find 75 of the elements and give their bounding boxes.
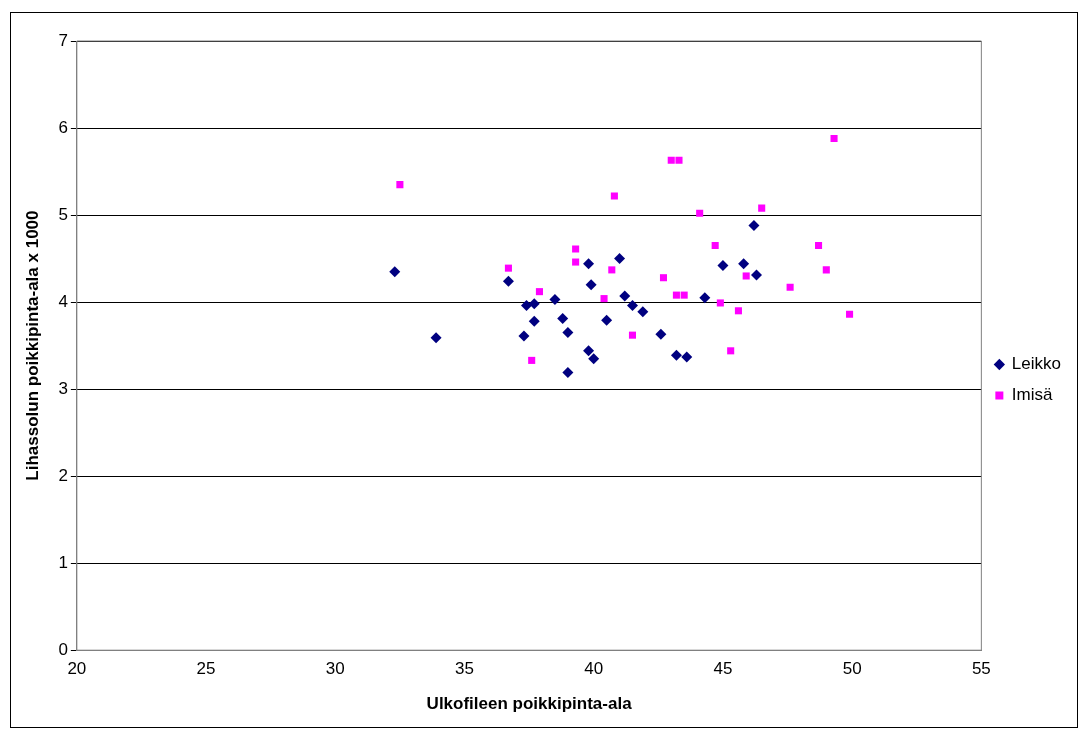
- point: [742, 272, 750, 280]
- point: [562, 327, 574, 339]
- y-tick-label: 2: [58, 465, 68, 485]
- point: [396, 181, 404, 189]
- x-tick-label: 20: [67, 659, 87, 679]
- x-tick-label: 50: [842, 659, 862, 679]
- point: [717, 260, 729, 272]
- point: [681, 351, 693, 363]
- y-tick-label: 0: [58, 639, 68, 659]
- point: [716, 299, 724, 307]
- point: [655, 328, 667, 340]
- point: [588, 353, 600, 365]
- point: [430, 332, 442, 344]
- point: [608, 266, 616, 274]
- y-tick-label: 3: [58, 378, 68, 398]
- x-tick-label: 40: [584, 659, 604, 679]
- point: [670, 349, 682, 361]
- point: [727, 347, 735, 355]
- point: [518, 330, 530, 342]
- point: [557, 313, 569, 325]
- x-tick-label: 30: [325, 659, 345, 679]
- point: [748, 220, 760, 231]
- point: [389, 266, 401, 278]
- y-tick-label: 5: [58, 204, 68, 224]
- point: [504, 264, 512, 272]
- point: [667, 156, 675, 164]
- point: [680, 291, 688, 299]
- point: [626, 300, 638, 312]
- point: [549, 293, 561, 305]
- point: [619, 290, 631, 302]
- x-tick-label: 25: [196, 659, 216, 679]
- y-tick-label: 1: [58, 552, 68, 572]
- point: [583, 258, 595, 270]
- point: [675, 156, 683, 164]
- point: [637, 306, 649, 318]
- point: [751, 269, 763, 281]
- point: [614, 253, 626, 265]
- x-tick-label: 55: [971, 659, 991, 679]
- point: [528, 298, 540, 310]
- point: [601, 314, 613, 326]
- point: [610, 192, 618, 200]
- x-tick-label: 35: [455, 659, 474, 679]
- point: [562, 367, 574, 379]
- point: [600, 295, 608, 303]
- point: [738, 258, 750, 270]
- point: [528, 356, 536, 364]
- point: [535, 288, 543, 296]
- point: [502, 275, 514, 287]
- point: [699, 292, 711, 304]
- y-axis-title: Lihassolun poikkipinta-ala x 1000: [22, 210, 42, 481]
- point: [585, 279, 597, 291]
- point: [628, 331, 637, 339]
- point: [815, 241, 823, 250]
- point: [846, 310, 854, 318]
- point: [528, 315, 540, 327]
- point: [672, 291, 680, 299]
- point: [758, 204, 766, 212]
- x-tick-label: 45: [713, 659, 733, 679]
- legend-label: Imisä: [1011, 385, 1054, 405]
- point: [830, 134, 838, 143]
- x-axis-title: Ulkofileen poikkipinta-ala: [426, 694, 633, 714]
- point: [696, 209, 704, 217]
- point: [521, 300, 533, 312]
- y-tick-label: 7: [58, 30, 68, 50]
- legend-label: Leikko: [1011, 354, 1061, 374]
- point: [659, 274, 668, 282]
- point: [572, 258, 580, 266]
- point: [583, 345, 595, 357]
- y-tick-label: 6: [58, 117, 68, 137]
- point: [572, 245, 580, 253]
- point: [822, 266, 830, 274]
- point: [786, 283, 794, 291]
- y-tick-label: 4: [58, 291, 68, 311]
- point: [711, 241, 719, 250]
- point: [734, 307, 742, 315]
